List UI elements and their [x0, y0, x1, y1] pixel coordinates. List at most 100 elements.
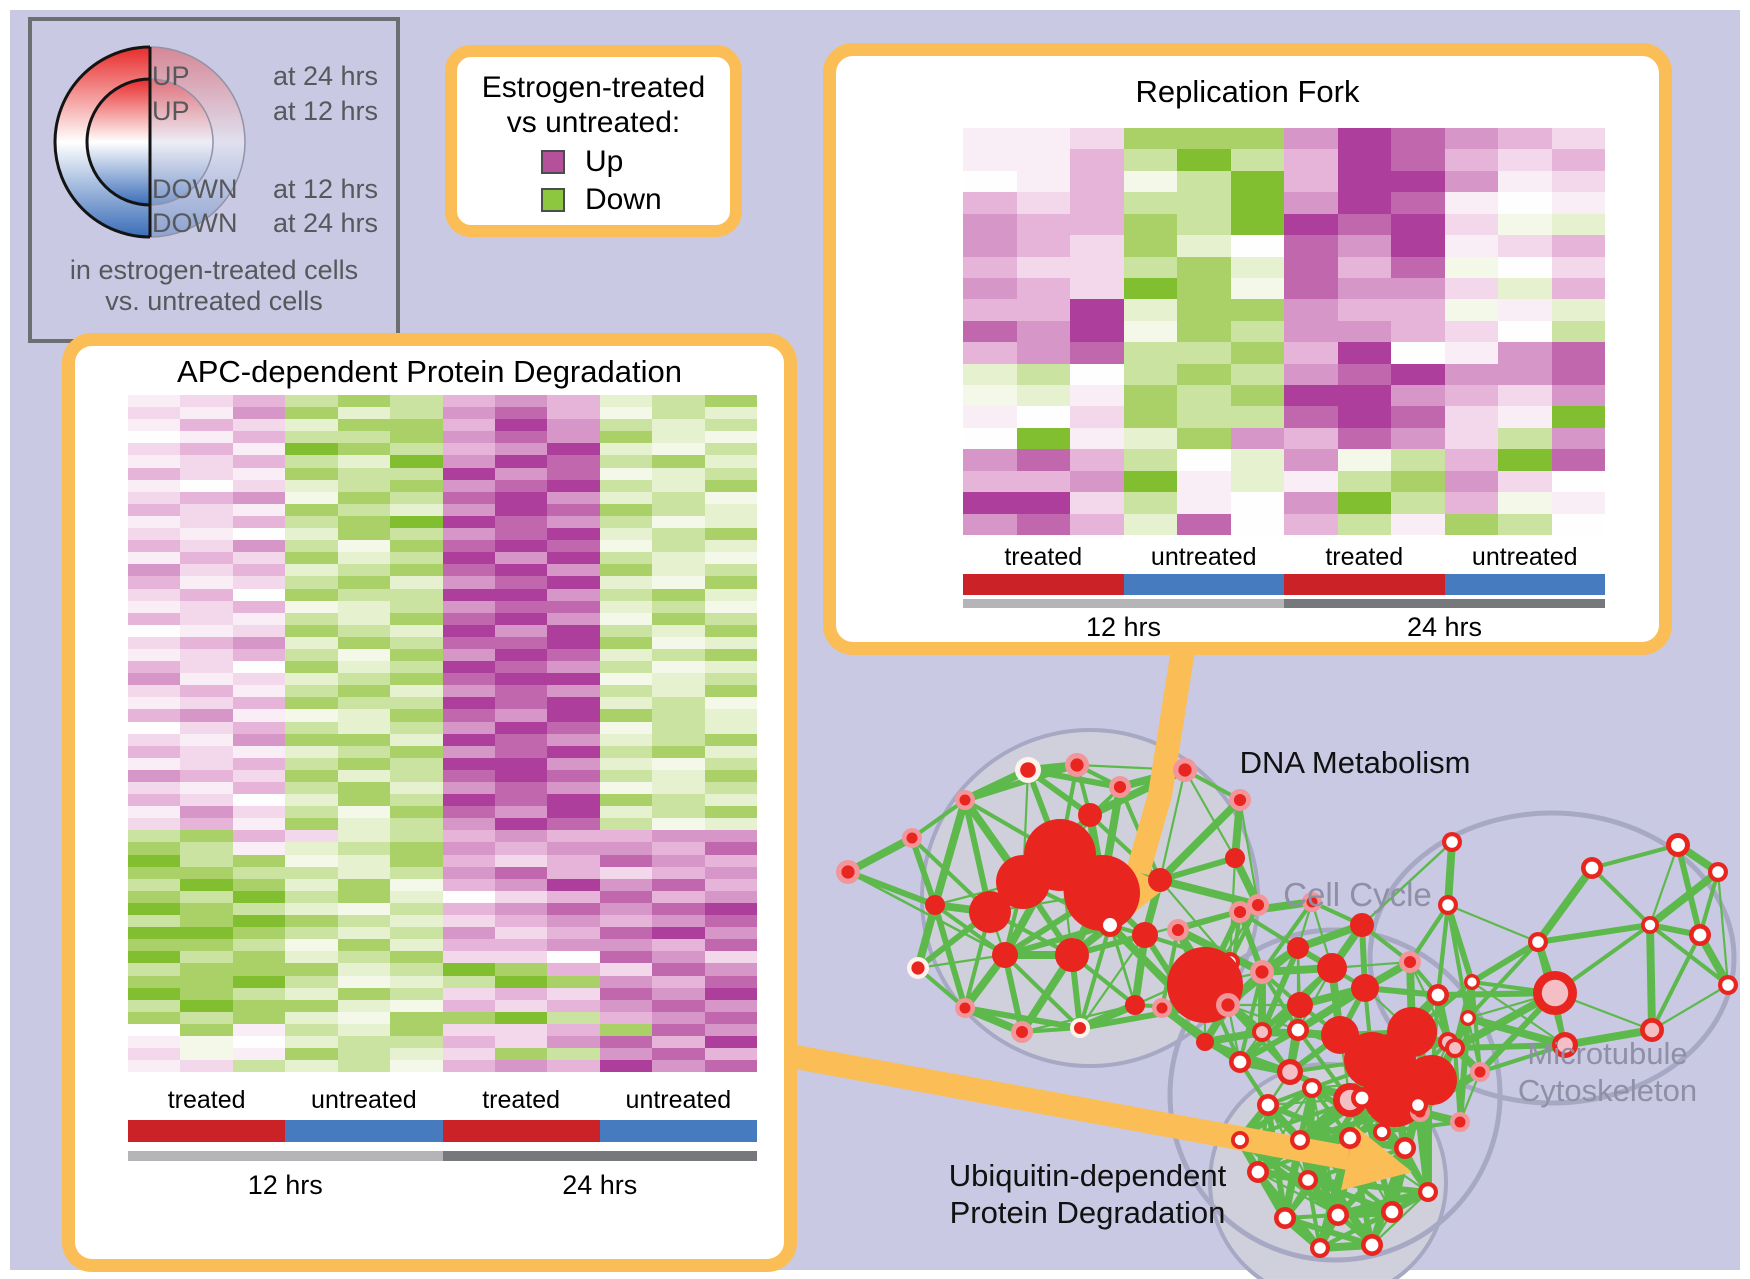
condition-label: untreated	[1150, 543, 1257, 571]
heatmap-row	[128, 963, 758, 976]
legend-down-24-word: DOWN	[152, 208, 238, 238]
replication-condition-bar	[963, 574, 1605, 595]
heatmap-row	[128, 600, 758, 613]
heatmap-row	[128, 709, 758, 722]
heatmap-row	[128, 878, 758, 891]
heatmap-row	[963, 128, 1605, 150]
heatmap-row	[128, 890, 758, 903]
heatmap-row	[963, 513, 1605, 536]
untreated-bar-segment	[1123, 574, 1284, 595]
cluster-label-cell-cycle: Cell Cycle	[1283, 876, 1432, 913]
replication-condition-labels: treated untreated treated untreated	[963, 543, 1605, 572]
down-color-swatch	[541, 188, 565, 212]
heatmap-row	[128, 806, 758, 819]
heatmap-row	[128, 564, 758, 577]
cluster-label-microtubule-cytoskeleton: Microtubule Cytoskeleton	[1480, 1036, 1735, 1109]
updown-legend-box: UP at 24 hrs UP at 12 hrs DOWN at 12 hrs…	[28, 17, 400, 343]
heatmap-row	[128, 576, 758, 589]
heatmap-row	[128, 685, 758, 698]
cluster-label-ubiquitin-degradation: Ubiquitin-dependent Protein Degradation	[930, 1158, 1245, 1231]
heatmap-row	[128, 818, 758, 831]
time-label: 24 hrs	[562, 1170, 638, 1200]
heatmap-row	[128, 624, 758, 637]
heatmap-row	[963, 385, 1605, 407]
heatmap-row	[128, 503, 758, 516]
treated-bar-segment	[442, 1120, 600, 1142]
heatmap-row	[128, 661, 758, 674]
apc-condition-bar	[128, 1120, 757, 1142]
heatmap-row	[128, 975, 758, 988]
heatmap-row	[963, 470, 1605, 493]
heatmap-row	[128, 999, 758, 1012]
replication-heatmap	[963, 128, 1605, 536]
heatmap-row	[128, 842, 758, 855]
treated-bar-segment	[963, 574, 1124, 595]
heatmap-row	[128, 479, 758, 492]
estrogen-color-legend: Estrogen-treated vs untreated: Up Down	[445, 45, 742, 237]
heatmap-row	[963, 149, 1605, 171]
time-label: 12 hrs	[1085, 612, 1162, 642]
heatmap-row	[128, 939, 758, 952]
heatmap-row	[128, 1048, 758, 1061]
heatmap-row	[963, 256, 1605, 278]
apc-condition-labels: treated untreated treated untreated	[128, 1086, 757, 1115]
heatmap-row	[128, 721, 758, 734]
heatmap-row	[128, 528, 758, 541]
heatmap-row	[963, 235, 1605, 257]
heatmap-row	[128, 854, 758, 867]
heatmap-row	[128, 769, 758, 782]
legend-down-12-word: DOWN	[152, 174, 238, 204]
heatmap-row	[128, 902, 758, 916]
heatmap-row	[128, 407, 758, 420]
condition-label: untreated	[625, 1086, 732, 1114]
cluster-label-line: Microtubule	[1527, 1036, 1688, 1071]
heatmap-row	[128, 1035, 758, 1049]
untreated-bar-segment	[285, 1120, 443, 1142]
heatmap-row	[128, 673, 758, 686]
heatmap-row	[128, 491, 758, 504]
heatmap-row	[128, 745, 758, 758]
heatmap-row	[128, 612, 758, 625]
apc-degradation-panel: APC-dependent Protein Degradation treate…	[62, 333, 797, 1272]
heatmap-row	[128, 467, 758, 480]
untreated-bar-segment	[1444, 574, 1605, 595]
heatmap-row	[963, 277, 1605, 300]
apc-time-labels: 12 hrs 24 hrs	[128, 1170, 757, 1201]
estrogen-legend-title-line1: Estrogen-treated	[481, 71, 706, 104]
heatmap-row	[128, 830, 758, 843]
heatmap-row	[963, 299, 1605, 321]
heatmap-row	[963, 492, 1605, 514]
heatmap-row	[128, 782, 758, 795]
up-swatch-label: Up	[585, 145, 624, 178]
heatmap-row	[963, 406, 1605, 428]
heatmap-row	[128, 1011, 758, 1024]
heatmap-row	[128, 636, 758, 649]
heatmap-row	[128, 648, 758, 662]
heatmap-row	[128, 987, 758, 1000]
heatmap-row	[128, 540, 758, 553]
heatmap-row	[963, 363, 1605, 386]
heatmap-row	[128, 757, 758, 770]
apc-time-bar	[128, 1151, 757, 1161]
24hr-bar-segment	[1284, 599, 1605, 608]
heatmap-row	[128, 951, 758, 964]
heatmap-row	[128, 1060, 758, 1073]
condition-label: untreated	[1471, 543, 1578, 571]
legend-down-24-time: at 24 hrs	[272, 208, 378, 238]
replication-panel-title: Replication Fork	[1135, 74, 1360, 109]
down-swatch-label: Down	[585, 183, 662, 216]
heatmap-row	[128, 419, 758, 432]
heatmap-row	[963, 192, 1605, 214]
time-label: 12 hrs	[247, 1170, 323, 1200]
replication-time-labels: 12 hrs 24 hrs	[963, 612, 1605, 643]
cluster-label-line: Ubiquitin-dependent	[948, 1158, 1227, 1193]
replication-fork-panel: Replication Fork treated untreated treat…	[823, 43, 1672, 655]
legend-up-12-time: at 12 hrs	[272, 96, 378, 126]
heatmap-row	[963, 342, 1605, 364]
heatmap-row	[963, 320, 1605, 343]
condition-label: treated	[482, 1086, 561, 1114]
condition-label: treated	[1004, 543, 1083, 571]
apc-panel-title: APC-dependent Protein Degradation	[177, 354, 682, 389]
apc-heatmap	[128, 395, 758, 1073]
